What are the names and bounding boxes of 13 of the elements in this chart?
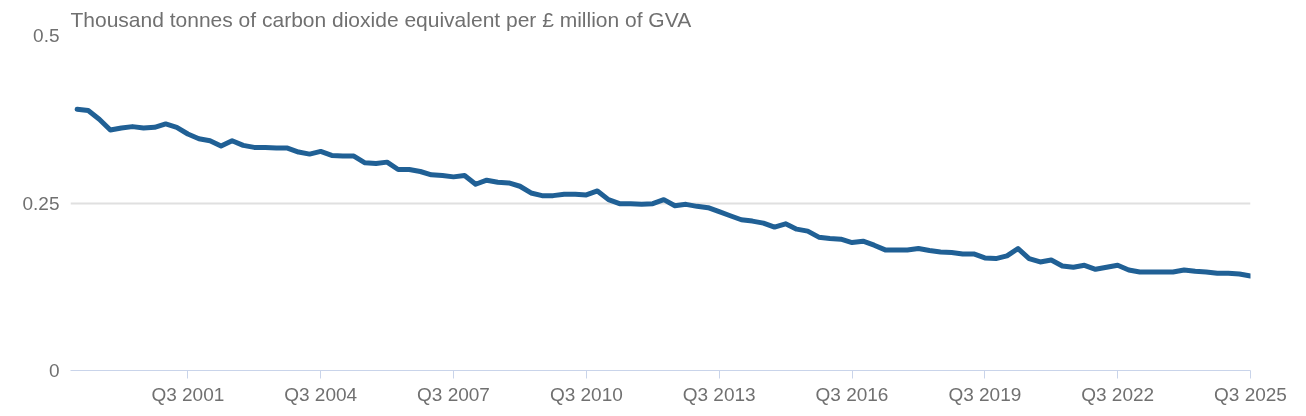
x-tick-label: Q3 2001 (151, 383, 225, 405)
x-tick-label: Q3 2019 (948, 383, 1022, 405)
x-tick-label: Q3 2022 (1081, 383, 1155, 405)
y-tick-label: 0.25 (22, 192, 60, 214)
x-tick-label: Q3 2004 (284, 383, 358, 405)
x-tick-label: Q3 2016 (815, 383, 889, 405)
y-tick-label: 0.5 (33, 25, 60, 46)
x-tick-label: Q3 2010 (549, 383, 623, 405)
x-tick-label: Q3 2025 (1214, 383, 1287, 405)
y-tick-label: 0 (48, 360, 60, 381)
y-axis-title: Thousand tonnes of carbon dioxide equivalent per £ million of GVA (70, 7, 692, 31)
x-tick-label: Q3 2013 (682, 383, 756, 405)
x-tick-label: Q3 2007 (417, 383, 490, 405)
